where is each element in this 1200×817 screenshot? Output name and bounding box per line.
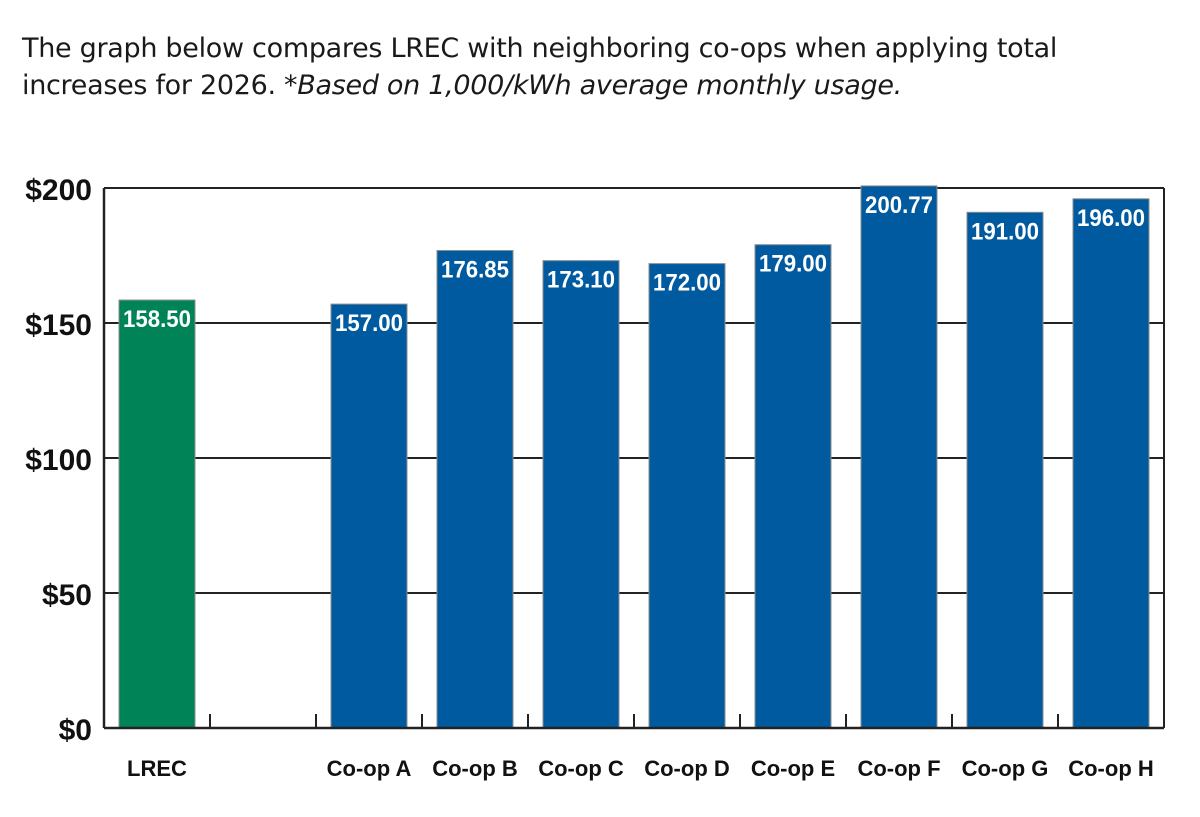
y-tick-label: $100 — [25, 444, 92, 477]
bar-co-op-g — [966, 211, 1044, 729]
intro-text: The graph below compares LREC with neigh… — [22, 30, 1182, 104]
category-label: Co-op D — [644, 756, 730, 781]
bar-co-op-h — [1072, 198, 1150, 729]
value-label: 176.85 — [441, 257, 509, 284]
bar-co-op-b — [436, 250, 514, 729]
value-label: 173.10 — [547, 267, 615, 294]
bar-co-op-a — [330, 303, 408, 729]
y-tick-label: $200 — [25, 174, 92, 207]
category-label: Co-op C — [538, 756, 624, 781]
bar-lrec — [118, 299, 196, 729]
bar-co-op-e — [754, 244, 832, 729]
usage-note: *Based on 1,000/kWh average monthly usag… — [284, 70, 902, 101]
value-label: 179.00 — [759, 251, 827, 278]
bar-co-op-c — [542, 260, 620, 729]
category-label: Co-op H — [1068, 756, 1154, 781]
bar-co-op-d — [648, 263, 726, 729]
value-label: 200.77 — [865, 192, 933, 219]
value-label: 172.00 — [653, 270, 721, 297]
value-label: 158.50 — [123, 306, 191, 333]
value-label: 157.00 — [335, 310, 403, 337]
category-label: Co-op F — [857, 756, 940, 781]
category-label: Co-op A — [327, 756, 412, 781]
value-label: 196.00 — [1077, 205, 1145, 232]
category-label: LREC — [127, 756, 187, 781]
category-label: Co-op B — [432, 756, 518, 781]
y-tick-label: $0 — [59, 714, 92, 747]
y-tick-label: $50 — [42, 579, 92, 612]
value-label: 191.00 — [971, 218, 1039, 245]
bar-co-op-f — [860, 185, 938, 729]
category-label: Co-op G — [962, 756, 1049, 781]
y-tick-label: $150 — [25, 309, 92, 342]
category-label: Co-op E — [751, 756, 835, 781]
intro-sentence: The graph below compares LREC with neigh… — [22, 33, 1058, 101]
